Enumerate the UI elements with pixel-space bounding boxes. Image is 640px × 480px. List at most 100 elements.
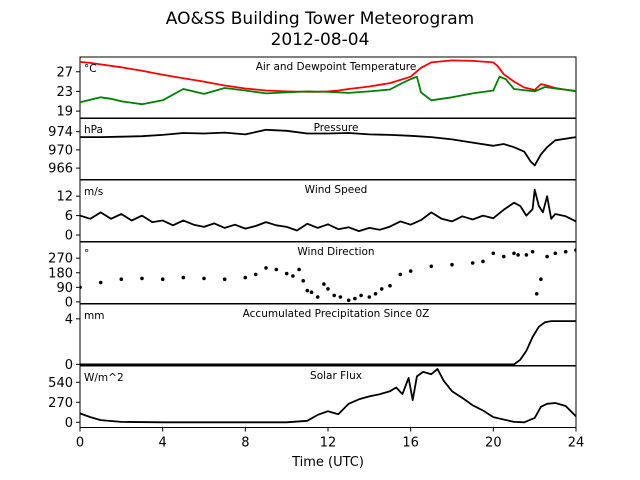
wind-direction-point (202, 276, 206, 281)
wind-direction-point (512, 251, 516, 256)
wind-direction-point (326, 287, 330, 291)
panel-unit: mm (84, 310, 104, 322)
wind-direction-point (388, 283, 392, 288)
wind-direction-point (491, 251, 496, 256)
y-tick-label: 6 (65, 209, 73, 224)
wind-direction-point (516, 253, 520, 257)
wind-direction-point (553, 251, 558, 256)
wind-direction-point (291, 274, 295, 278)
wind-direction-point (530, 249, 535, 254)
y-tick-label: 540 (48, 376, 73, 391)
wind-direction-point (379, 287, 384, 291)
y-tick-label: 27 (56, 65, 73, 80)
panel-title: Air and Dewpoint Temperature (256, 61, 417, 73)
wind-direction-point (119, 277, 124, 282)
series-line-black (80, 128, 576, 167)
wind-direction-point (524, 253, 529, 257)
wind-direction-point (481, 259, 485, 264)
wind-direction-point (408, 269, 413, 273)
wind-direction-point (309, 290, 314, 295)
wind-direction-point (140, 276, 144, 281)
y-tick-label: 966 (48, 162, 73, 177)
panel-0: 19 23 27 °C Air and Dewpoint Temperature (56, 56, 577, 120)
panel-2: 0 6 12 m/s Wind Speed (56, 179, 577, 244)
wind-direction-point (243, 275, 248, 280)
wind-direction-point (274, 267, 279, 272)
series-line-black (80, 368, 576, 424)
wind-direction-point (373, 292, 378, 296)
panel-unit: hPa (84, 124, 103, 136)
wind-direction-point (305, 288, 310, 293)
wind-direction-point (346, 298, 351, 303)
series-line-red (80, 59, 576, 93)
wind-direction-point (160, 277, 165, 282)
panel-5: 0 270 540 W/m^2 Solar Flux (48, 365, 577, 432)
panel-title: Wind Direction (297, 246, 374, 258)
wind-direction-point (353, 296, 357, 301)
y-tick-label: 974 (48, 125, 73, 140)
wind-direction-point (284, 271, 289, 276)
panel-title: Solar Flux (310, 370, 362, 382)
y-tick-label: 0 (65, 358, 73, 373)
panel-unit: °C (84, 63, 97, 75)
series-line-black (80, 188, 576, 233)
wind-direction-point (545, 254, 549, 259)
panel-title: Accumulated Precipitation Since 0Z (243, 308, 430, 320)
x-tick-label: 20 (485, 436, 502, 451)
x-axis: 0 4 8 12 16 20 24 (76, 436, 584, 451)
figure-date: 2012-08-04 (271, 30, 370, 50)
series-line-green (80, 75, 576, 106)
x-tick-label: 24 (568, 436, 585, 451)
wind-direction-point (398, 272, 403, 277)
wind-direction-point (450, 262, 454, 267)
y-tick-label: 90 (56, 281, 73, 296)
wind-direction-point (563, 249, 568, 254)
y-tick-label: 180 (48, 266, 73, 281)
y-tick-label: 12 (56, 190, 73, 205)
y-tick-label: 23 (56, 85, 73, 100)
x-tick-label: 0 (76, 436, 84, 451)
x-axis-label: Time (UTC) (291, 455, 364, 470)
wind-direction-point (501, 254, 506, 259)
wind-direction-point (338, 295, 343, 299)
wind-direction-point (297, 267, 301, 272)
panel-unit: W/m^2 (84, 372, 124, 384)
panel-unit: m/s (84, 186, 103, 198)
wind-direction-point (253, 272, 258, 277)
wind-direction-point (264, 266, 268, 270)
wind-direction-point (367, 295, 372, 299)
y-tick-label: 0 (65, 416, 73, 431)
figure-title: AO&SS Building Tower Meteorogram (166, 9, 474, 29)
wind-direction-point (534, 292, 539, 296)
x-tick-label: 4 (159, 436, 167, 451)
wind-direction-point (301, 279, 306, 283)
y-tick-label: 970 (48, 143, 73, 158)
wind-direction-point (470, 261, 475, 265)
panel-title: Wind Speed (305, 184, 368, 196)
panel-1: 966 970 974 hPa Pressure (48, 117, 577, 180)
y-tick-label: 0 (65, 295, 73, 310)
panel-4: 0 4 mm Accumulated Precipitation Since 0Z (65, 303, 577, 373)
wind-direction-point (98, 280, 103, 285)
y-tick-label: 19 (56, 105, 73, 120)
panel-unit: ° (84, 248, 89, 260)
wind-direction-point (222, 277, 227, 282)
wind-direction-point (322, 282, 326, 286)
y-tick-label: 270 (48, 396, 73, 411)
wind-direction-point (574, 248, 576, 252)
wind-direction-point (80, 285, 82, 290)
y-tick-label: 270 (48, 252, 73, 267)
wind-direction-point (332, 293, 337, 298)
x-tick-label: 8 (241, 436, 249, 451)
y-tick-label: 4 (65, 312, 73, 327)
y-tick-label: 0 (65, 229, 73, 244)
x-tick-label: 16 (402, 436, 419, 451)
wind-direction-point (539, 277, 543, 282)
wind-direction-point (181, 275, 186, 280)
panels: 19 23 27 °C Air and Dewpoint Temperature 966 9… (48, 56, 577, 432)
x-tick-label: 12 (320, 436, 337, 451)
wind-direction-point (359, 293, 363, 298)
wind-direction-point (315, 295, 320, 299)
